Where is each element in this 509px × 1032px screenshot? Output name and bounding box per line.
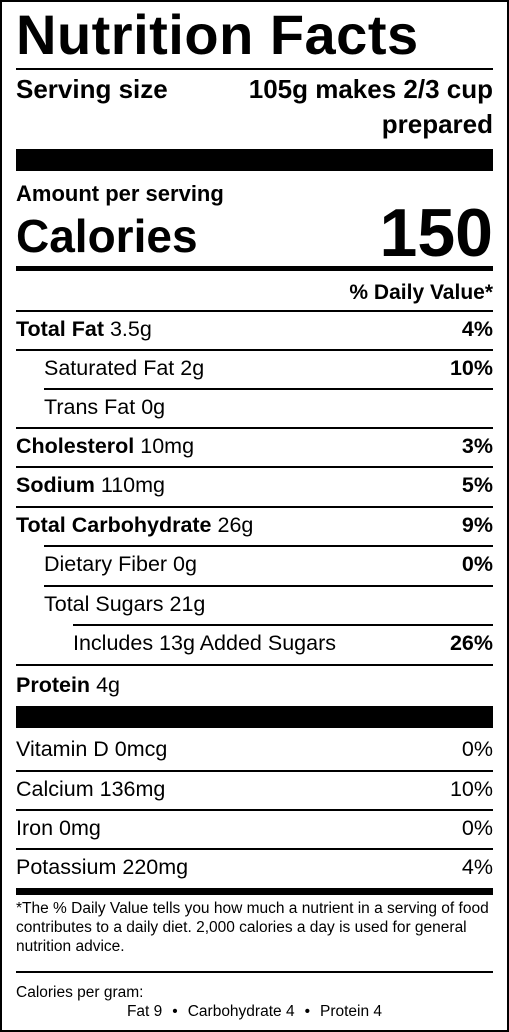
vitamin-amount: 0mg xyxy=(59,816,101,840)
nutrient-name: Includes 13g Added Sugars xyxy=(73,631,336,655)
vitamin-amount: 0mcg xyxy=(114,737,168,761)
daily-value-footnote: *The % Daily Value tells you how much a … xyxy=(16,900,489,955)
calories-value: 150 xyxy=(379,195,493,271)
nutrient-amount: 21g xyxy=(169,592,206,616)
nutrient-row-total-fat: Total Fat 3.5g 4% xyxy=(16,310,493,349)
nutrient-amount: 110mg xyxy=(100,473,165,497)
vitamin-amount: 220mg xyxy=(122,855,189,879)
vitamin-name: Potassium xyxy=(16,855,117,879)
thick-divider xyxy=(16,706,493,728)
nutrient-name: Protein xyxy=(16,673,91,697)
vitamin-daily-value: 10% xyxy=(449,777,493,801)
nutrient-row-trans-fat: Trans Fat 0g xyxy=(44,388,493,427)
divider xyxy=(16,466,493,468)
nutrient-amount: 3.5g xyxy=(109,317,152,341)
nutrient-amount: 0g xyxy=(141,395,166,419)
medium-divider xyxy=(16,888,493,895)
divider xyxy=(16,310,493,312)
nutrient-row-sodium: Sodium 110mg 5% xyxy=(16,466,493,505)
bullet-separator: • xyxy=(172,1003,178,1020)
nutrient-name: Trans Fat xyxy=(44,395,136,419)
divider xyxy=(44,545,493,547)
nutrient-daily-value: 26% xyxy=(449,631,493,655)
calories-label: Calories xyxy=(16,210,198,262)
vitamin-name: Iron xyxy=(16,816,54,840)
nutrient-daily-value: 3% xyxy=(461,434,493,458)
medium-divider xyxy=(16,266,493,271)
divider xyxy=(16,68,493,70)
nutrient-amount: 10mg xyxy=(140,434,195,458)
vitamin-row-vitamin-d: Vitamin D 0mcg 0% xyxy=(16,730,493,769)
protein-per-gram: Protein 4 xyxy=(320,1003,383,1020)
vitamin-daily-value: 4% xyxy=(461,855,493,879)
bullet-separator: • xyxy=(304,1003,310,1020)
nutrient-name: Sodium xyxy=(16,473,95,497)
nutrient-daily-value: 0% xyxy=(461,552,493,576)
calories-per-gram-values: Fat 9 • Carbohydrate 4 • Protein 4 xyxy=(16,1002,493,1021)
nutrient-amount: 4g xyxy=(96,673,120,697)
nutrient-row-cholesterol: Cholesterol 10mg 3% xyxy=(16,427,493,466)
calories-per-gram-label: Calories per gram: xyxy=(16,984,144,1001)
divider xyxy=(16,809,493,811)
nutrient-row-saturated-fat: Saturated Fat 2g 10% xyxy=(44,349,493,388)
divider xyxy=(16,427,493,429)
serving-size-value: 105g makes 2/3 cup prepared xyxy=(248,74,493,139)
fat-per-gram: Fat 9 xyxy=(126,1003,163,1020)
nutrient-daily-value: 4% xyxy=(461,317,493,341)
divider xyxy=(44,585,493,587)
divider xyxy=(16,848,493,850)
nutrient-row-dietary-fiber: Dietary Fiber 0g 0% xyxy=(44,545,493,584)
divider xyxy=(16,770,493,772)
vitamin-amount: 136mg xyxy=(99,777,166,801)
vitamin-name: Vitamin D xyxy=(16,737,109,761)
divider xyxy=(16,349,493,351)
nutrient-name: Saturated Fat xyxy=(44,356,175,380)
divider xyxy=(44,388,493,390)
nutrient-name: Cholesterol xyxy=(16,434,135,458)
vitamin-daily-value: 0% xyxy=(461,737,493,761)
nutrient-name: Total Carbohydrate xyxy=(16,513,212,537)
nutrient-amount: 26g xyxy=(217,513,254,537)
nutrient-daily-value: 10% xyxy=(449,356,493,380)
vitamin-row-calcium: Calcium 136mg 10% xyxy=(16,770,493,809)
nutrient-name: Total Fat xyxy=(16,317,104,341)
daily-value-header: % Daily Value* xyxy=(349,281,493,304)
divider xyxy=(16,971,493,973)
nutrient-name: Dietary Fiber xyxy=(44,552,168,576)
nutrient-name: Total Sugars xyxy=(44,592,164,616)
nutrient-row-total-carbohydrate: Total Carbohydrate 26g 9% xyxy=(16,506,493,545)
label-title: Nutrition Facts xyxy=(16,3,419,66)
vitamin-daily-value: 0% xyxy=(461,816,493,840)
divider xyxy=(16,506,493,508)
nutrient-daily-value: 5% xyxy=(461,473,493,497)
nutrient-amount: 0g xyxy=(173,552,197,576)
nutrient-row-added-sugars: Includes 13g Added Sugars 26% xyxy=(73,624,493,663)
nutrient-row-protein: Protein 4g xyxy=(16,666,493,705)
vitamin-row-potassium: Potassium 220mg 4% xyxy=(16,848,493,887)
amount-per-serving: Amount per serving xyxy=(16,181,224,206)
carbohydrate-per-gram: Carbohydrate 4 xyxy=(187,1003,295,1020)
nutrient-daily-value: 9% xyxy=(461,513,493,537)
nutrient-amount: 2g xyxy=(180,356,205,380)
divider xyxy=(73,624,493,626)
thick-divider xyxy=(16,149,493,171)
vitamin-row-iron: Iron 0mg 0% xyxy=(16,809,493,848)
serving-size-label: Serving size xyxy=(16,74,168,104)
vitamin-name: Calcium xyxy=(16,777,94,801)
divider xyxy=(16,664,493,666)
nutrient-row-total-sugars: Total Sugars 21g xyxy=(44,585,493,624)
